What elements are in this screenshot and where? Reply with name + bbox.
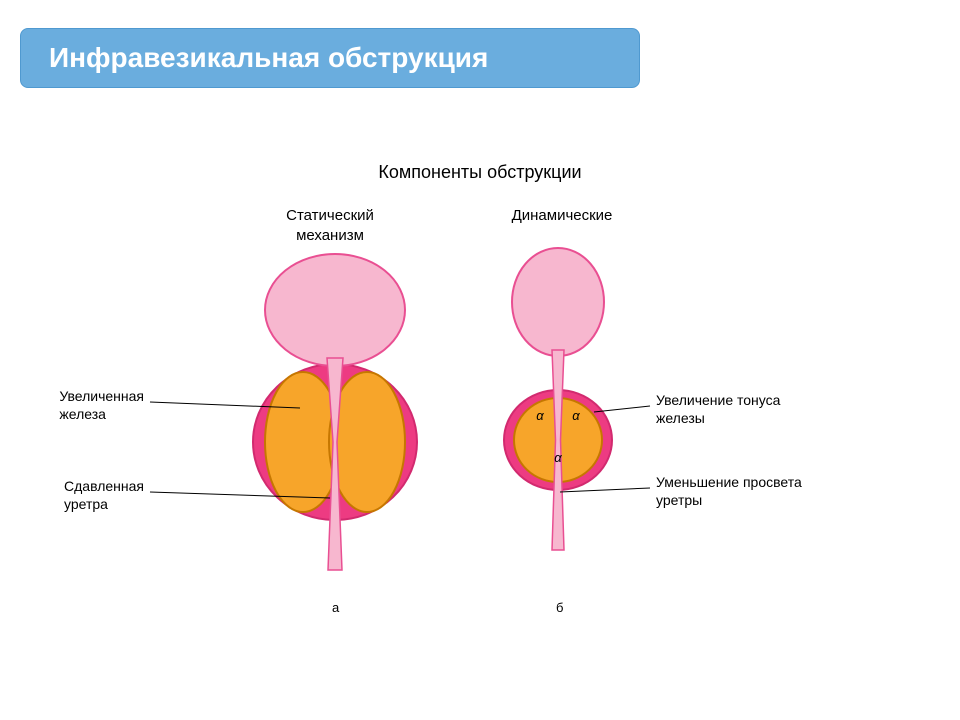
svg-text:α: α [536,408,544,423]
svg-text:α: α [554,450,562,465]
diagram-svg: α α α [0,0,960,720]
svg-text:α: α [572,408,580,423]
